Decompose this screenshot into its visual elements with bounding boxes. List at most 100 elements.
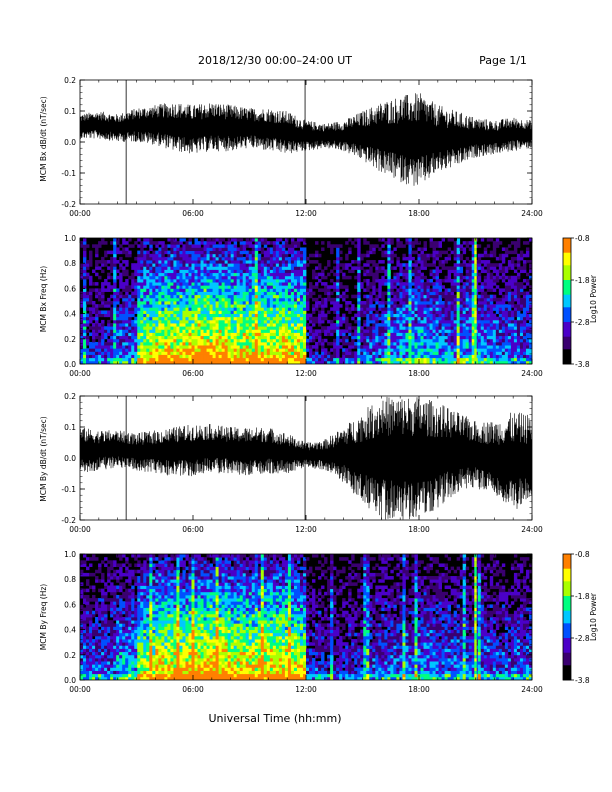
spectrogram-cell bbox=[173, 360, 177, 364]
spectrogram-cell bbox=[158, 319, 162, 324]
spectrogram-cell bbox=[360, 332, 364, 337]
spectrogram-cell bbox=[194, 313, 198, 318]
spectrogram-cell bbox=[239, 329, 244, 333]
spectrogram-cell bbox=[92, 335, 96, 340]
spectrogram-cell bbox=[167, 288, 171, 292]
spectrogram-cell bbox=[248, 304, 253, 308]
spectrogram-cell bbox=[206, 291, 210, 296]
spectrogram-cell bbox=[227, 351, 232, 355]
spectrogram-cell bbox=[354, 351, 358, 355]
spectrogram-cell bbox=[164, 326, 168, 330]
spectrogram-cell bbox=[137, 253, 141, 258]
spectrogram-cell bbox=[239, 291, 244, 296]
spectrogram-cell bbox=[194, 288, 198, 292]
spectrogram-cell bbox=[275, 253, 280, 258]
spectrogram-cell bbox=[369, 247, 373, 251]
spectrogram-cell bbox=[185, 338, 189, 343]
spectrogram-cell bbox=[287, 269, 292, 274]
spectrogram-cell bbox=[245, 282, 250, 286]
spectrogram-cell bbox=[95, 323, 99, 327]
spectrogram-cell bbox=[257, 288, 262, 292]
spectrogram-cell bbox=[432, 351, 436, 355]
spectrogram-cell bbox=[83, 241, 87, 245]
spectrogram-cell bbox=[221, 345, 226, 349]
spectrogram-cell bbox=[221, 294, 226, 299]
spectrogram-cell bbox=[272, 294, 277, 299]
spectrogram-cell bbox=[209, 335, 213, 340]
spectrogram-cell bbox=[423, 351, 427, 355]
spectrogram-cell bbox=[336, 345, 340, 349]
spectrogram-cell bbox=[179, 238, 183, 242]
spectrogram-cell bbox=[191, 297, 195, 302]
spectrogram-cell bbox=[95, 332, 99, 337]
spectrogram-cell bbox=[161, 357, 165, 362]
spectrogram-cell bbox=[95, 250, 99, 255]
spectrogram-cell bbox=[309, 329, 313, 333]
spectrogram-cell bbox=[417, 260, 421, 264]
spectrogram-cell bbox=[269, 294, 274, 299]
spectrogram-cell bbox=[387, 291, 391, 296]
spectrogram-cell bbox=[206, 354, 210, 359]
spectrogram-cell bbox=[233, 307, 238, 311]
spectrogram-cell bbox=[468, 338, 473, 343]
spectrogram-cell bbox=[242, 310, 247, 314]
spectrogram-cell bbox=[459, 285, 464, 289]
spectrogram-cell bbox=[224, 266, 229, 270]
spectrogram-cell bbox=[182, 338, 186, 343]
spectrogram-cell bbox=[161, 291, 165, 296]
spectrogram-cell bbox=[224, 278, 229, 283]
spectrogram-cell bbox=[489, 313, 494, 318]
spectrogram-cell bbox=[287, 263, 292, 267]
spectrogram-cell bbox=[360, 256, 364, 261]
spectrogram-cell bbox=[269, 316, 274, 321]
spectrogram-cell bbox=[233, 272, 238, 277]
spectrogram-cell bbox=[176, 329, 180, 333]
spectrogram-cell bbox=[263, 329, 268, 333]
spectrogram-cell bbox=[287, 345, 292, 349]
spectrogram-cell bbox=[266, 313, 271, 318]
spectrogram-cell bbox=[254, 238, 259, 242]
spectrogram-cell bbox=[134, 282, 138, 286]
spectrogram-cell bbox=[230, 338, 235, 343]
spectrogram-cell bbox=[212, 313, 216, 318]
spectrogram-cell bbox=[453, 285, 458, 289]
spectrogram-cell bbox=[330, 301, 334, 305]
spectrogram-cell bbox=[182, 301, 186, 305]
spectrogram-cell bbox=[309, 326, 313, 330]
spectrogram-cell bbox=[179, 341, 183, 346]
spectrogram-cell bbox=[158, 285, 162, 289]
spectrogram-cell bbox=[278, 275, 283, 280]
spectrogram-cell bbox=[393, 326, 397, 330]
spectrogram-cell bbox=[113, 250, 117, 255]
spectrogram-cell bbox=[462, 294, 467, 299]
spectrogram-cell bbox=[321, 275, 325, 280]
spectrogram-cell bbox=[369, 357, 373, 362]
spectrogram-cell bbox=[411, 250, 415, 255]
spectrogram-cell bbox=[128, 360, 132, 364]
spectrogram-cell bbox=[197, 278, 201, 283]
spectrogram-cell bbox=[125, 357, 129, 362]
spectrogram-cell bbox=[194, 335, 198, 340]
spectrogram-cell bbox=[324, 301, 328, 305]
spectrogram-cell bbox=[402, 285, 406, 289]
spectrogram-cell bbox=[293, 297, 298, 302]
spectrogram-cell bbox=[372, 338, 376, 343]
spectrogram-cell bbox=[173, 238, 177, 242]
spectrogram-cell bbox=[173, 297, 177, 302]
spectrogram-cell bbox=[173, 354, 177, 359]
spectrogram-cell bbox=[269, 307, 274, 311]
spectrogram-cell bbox=[468, 316, 473, 321]
spectrogram-cell bbox=[333, 272, 337, 277]
spectrogram-cell bbox=[423, 247, 427, 251]
spectrogram-cell bbox=[480, 297, 485, 302]
spectrogram-cell bbox=[357, 278, 361, 283]
spectrogram-cell bbox=[104, 304, 108, 308]
spectrogram-cell bbox=[266, 278, 271, 283]
spectrogram-cell bbox=[477, 256, 482, 261]
spectrogram-cell bbox=[236, 332, 241, 337]
spectrogram-cell bbox=[224, 338, 229, 343]
spectrogram-cell bbox=[227, 238, 232, 242]
spectrogram-cell bbox=[345, 253, 349, 258]
spectrogram-cell bbox=[278, 256, 283, 261]
spectrogram-cell bbox=[83, 338, 87, 343]
